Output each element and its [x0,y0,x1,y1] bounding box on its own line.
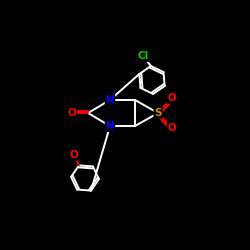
Text: O: O [168,93,176,103]
Text: S: S [154,108,162,118]
Text: O: O [70,150,78,160]
Text: O: O [68,108,76,118]
Text: N: N [106,95,114,105]
Text: O: O [168,123,176,133]
Text: N: N [106,121,114,131]
Text: Cl: Cl [138,51,148,61]
